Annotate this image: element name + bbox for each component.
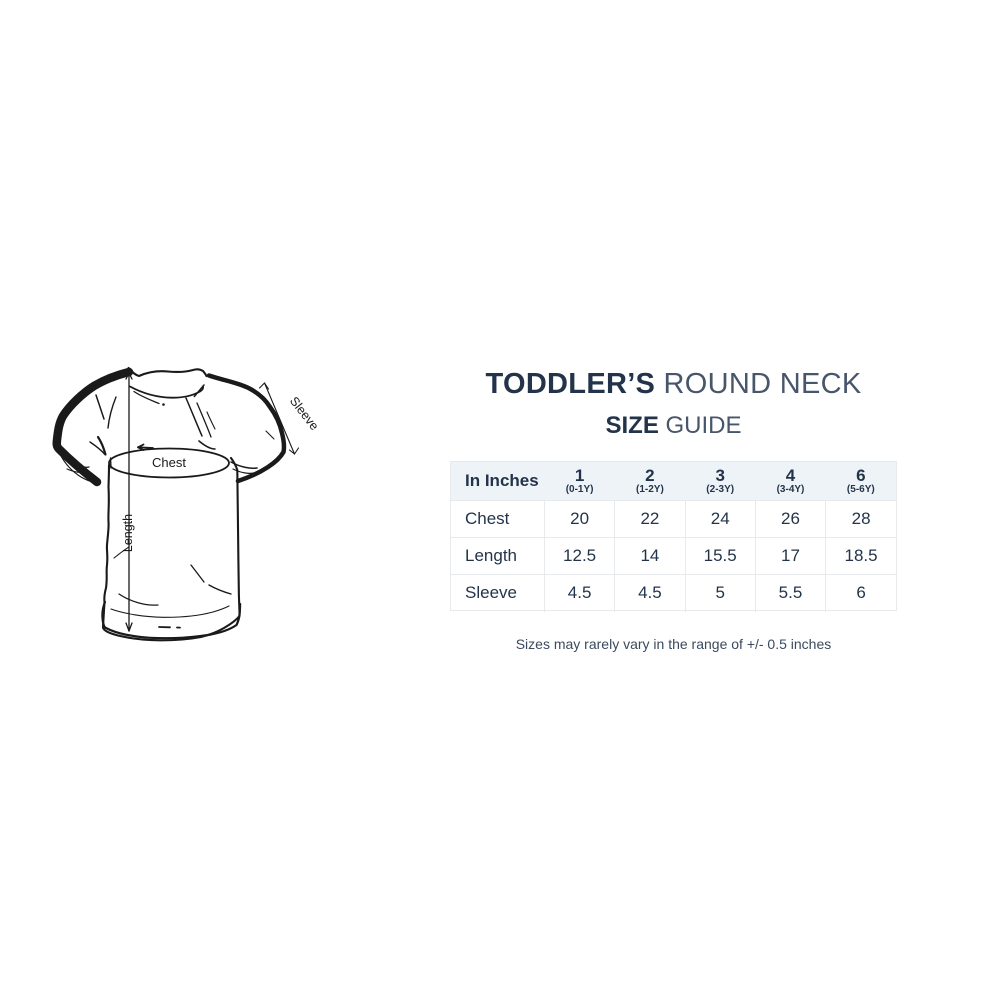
- svg-text:Chest: Chest: [152, 455, 186, 470]
- svg-text:Length: Length: [121, 514, 135, 552]
- svg-text:Sleeve: Sleeve: [287, 394, 322, 433]
